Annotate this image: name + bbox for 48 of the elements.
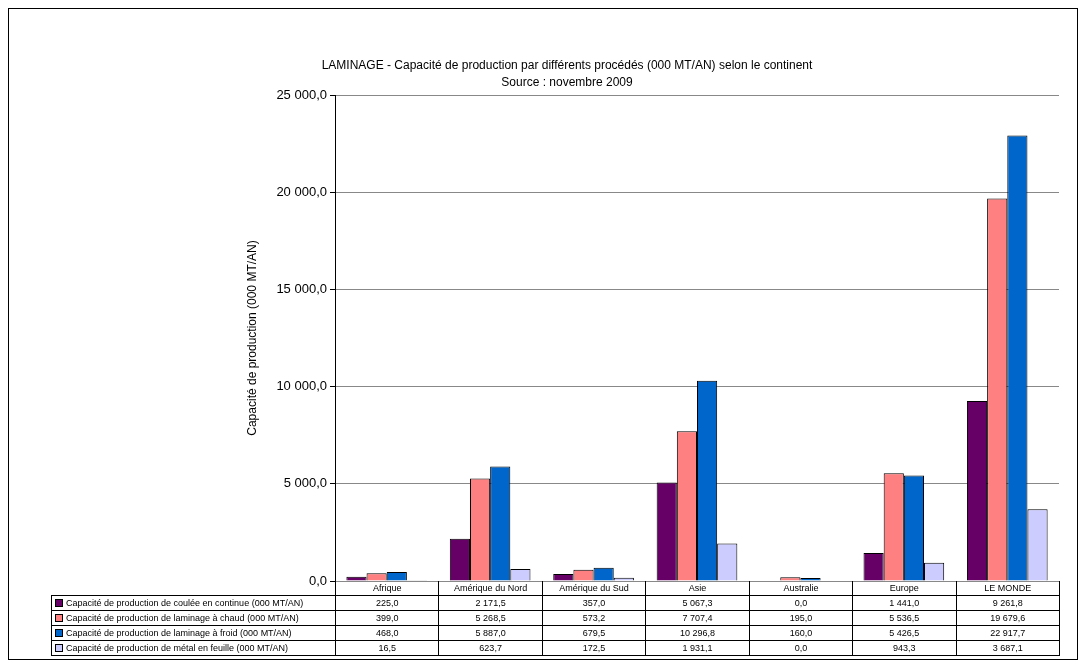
data-label: 5 426,5	[852, 625, 957, 641]
data-label: 399,0	[335, 610, 439, 626]
chart-subtitle: Source : novembre 2009	[501, 75, 634, 90]
y-axis-title: Capacité de production (000 MT/AN)	[244, 240, 259, 436]
legend-label: Capacité de production de métal en feuille (000 MT/AN)	[51, 640, 336, 656]
x-tick-label: Afrique	[335, 581, 439, 596]
legend-label: Capacité de production de laminage à froid (000 MT/AN)	[51, 625, 336, 641]
chart-title: LAMINAGE - Capacité de production par différents procédés (000 MT/AN) selon le continent	[321, 58, 814, 73]
data-label: 7 707,4	[645, 610, 750, 626]
data-label: 468,0	[335, 625, 439, 641]
x-tick-label: Amérique du Nord	[438, 581, 543, 596]
legend-label: Capacité de production de laminage à chaud (000 MT/AN)	[51, 610, 336, 626]
x-tick-label: Australie	[749, 581, 853, 596]
x-tick-label: LE MONDE	[956, 581, 1060, 596]
data-label: 0,0	[749, 595, 853, 611]
data-label: 5 887,0	[438, 625, 543, 641]
data-label: 943,3	[852, 640, 957, 656]
data-label: 172,5	[542, 640, 646, 656]
x-tick-label: Amérique du Sud	[542, 581, 646, 596]
data-label: 19 679,6	[956, 610, 1060, 626]
x-tick-label: Europe	[852, 581, 957, 596]
y-tick-label: 5 000,0	[283, 475, 327, 491]
x-tick-label: Asie	[645, 581, 750, 596]
y-tick-label: 0,0	[308, 572, 327, 588]
data-label: 5 536,5	[852, 610, 957, 626]
data-label: 3 687,1	[956, 640, 1060, 656]
y-tick-label: 25 000,0	[276, 86, 327, 102]
data-label: 22 917,7	[956, 625, 1060, 641]
y-tick-label: 15 000,0	[276, 280, 327, 296]
data-label: 16,5	[335, 640, 439, 656]
data-label: 1 441,0	[852, 595, 957, 611]
data-label: 623,7	[438, 640, 543, 656]
data-label: 10 296,8	[645, 625, 750, 641]
data-label: 225,0	[335, 595, 439, 611]
data-label: 357,0	[542, 595, 646, 611]
data-label: 5 268,5	[438, 610, 543, 626]
y-tick-label: 10 000,0	[276, 378, 327, 394]
data-label: 573,2	[542, 610, 646, 626]
data-label: 195,0	[749, 610, 853, 626]
data-label: 5 067,3	[645, 595, 750, 611]
data-label: 679,5	[542, 625, 646, 641]
data-label: 1 931,1	[645, 640, 750, 656]
y-tick-label: 20 000,0	[276, 183, 327, 199]
data-label: 0,0	[749, 640, 853, 656]
legend-label: Capacité de production de coulée en continue (000 MT/AN)	[51, 595, 336, 611]
data-label: 9 261,8	[956, 595, 1060, 611]
data-label: 160,0	[749, 625, 853, 641]
data-label: 2 171,5	[438, 595, 543, 611]
